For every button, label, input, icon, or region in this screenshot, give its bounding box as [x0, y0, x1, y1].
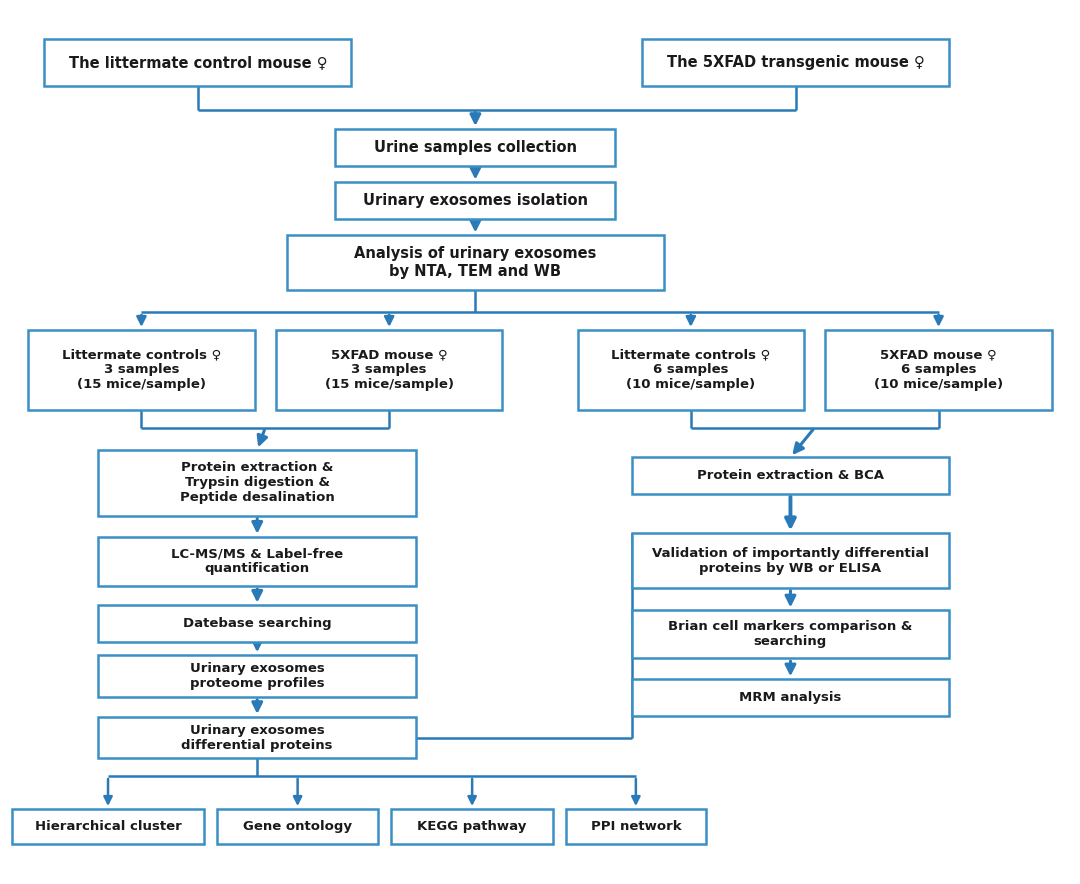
FancyBboxPatch shape [12, 809, 204, 844]
Text: PPI network: PPI network [591, 820, 681, 833]
Text: MRM analysis: MRM analysis [740, 691, 841, 704]
FancyBboxPatch shape [98, 717, 416, 758]
FancyBboxPatch shape [335, 182, 616, 219]
Text: 5XFAD mouse ♀
3 samples
(15 mice/sample): 5XFAD mouse ♀ 3 samples (15 mice/sample) [325, 348, 454, 392]
Text: Analysis of urinary exosomes
by NTA, TEM and WB: Analysis of urinary exosomes by NTA, TEM… [354, 247, 596, 278]
FancyBboxPatch shape [98, 606, 416, 643]
FancyBboxPatch shape [566, 809, 706, 844]
FancyBboxPatch shape [217, 809, 378, 844]
FancyBboxPatch shape [98, 450, 416, 515]
Text: Urinary exosomes
differential proteins: Urinary exosomes differential proteins [181, 724, 333, 751]
Text: Gene ontology: Gene ontology [243, 820, 352, 833]
Text: Hierarchical cluster: Hierarchical cluster [35, 820, 181, 833]
FancyBboxPatch shape [335, 129, 616, 165]
Text: Urine samples collection: Urine samples collection [374, 140, 577, 155]
Text: Littermate controls ♀
3 samples
(15 mice/sample): Littermate controls ♀ 3 samples (15 mice… [62, 348, 221, 392]
FancyBboxPatch shape [98, 537, 416, 586]
Text: Urinary exosomes
proteome profiles: Urinary exosomes proteome profiles [190, 662, 325, 690]
FancyBboxPatch shape [632, 679, 949, 716]
Text: 5XFAD mouse ♀
6 samples
(10 mice/sample): 5XFAD mouse ♀ 6 samples (10 mice/sample) [874, 348, 1003, 392]
FancyBboxPatch shape [44, 39, 351, 86]
Text: Urinary exosomes isolation: Urinary exosomes isolation [363, 194, 588, 209]
FancyBboxPatch shape [28, 330, 255, 410]
FancyBboxPatch shape [632, 610, 949, 659]
Text: KEGG pathway: KEGG pathway [418, 820, 527, 833]
Text: Protein extraction &
Trypsin digestion &
Peptide desalination: Protein extraction & Trypsin digestion &… [180, 461, 335, 505]
Text: Brian cell markers comparison &
searching: Brian cell markers comparison & searchin… [669, 621, 913, 648]
Text: Validation of importantly differential
proteins by WB or ELISA: Validation of importantly differential p… [652, 546, 929, 575]
FancyBboxPatch shape [98, 655, 416, 697]
FancyBboxPatch shape [391, 809, 553, 844]
FancyBboxPatch shape [276, 330, 502, 410]
Text: Protein extraction & BCA: Protein extraction & BCA [697, 469, 883, 482]
FancyBboxPatch shape [632, 457, 949, 494]
FancyBboxPatch shape [643, 39, 949, 86]
FancyBboxPatch shape [825, 330, 1052, 410]
FancyBboxPatch shape [287, 235, 664, 290]
FancyBboxPatch shape [578, 330, 804, 410]
Text: Datebase searching: Datebase searching [183, 617, 332, 630]
Text: LC-MS/MS & Label-free
quantification: LC-MS/MS & Label-free quantification [171, 547, 343, 575]
FancyBboxPatch shape [632, 533, 949, 588]
Text: Littermate controls ♀
6 samples
(10 mice/sample): Littermate controls ♀ 6 samples (10 mice… [611, 348, 770, 392]
Text: The 5XFAD transgenic mouse ♀: The 5XFAD transgenic mouse ♀ [667, 55, 924, 70]
Text: The littermate control mouse ♀: The littermate control mouse ♀ [69, 55, 327, 70]
